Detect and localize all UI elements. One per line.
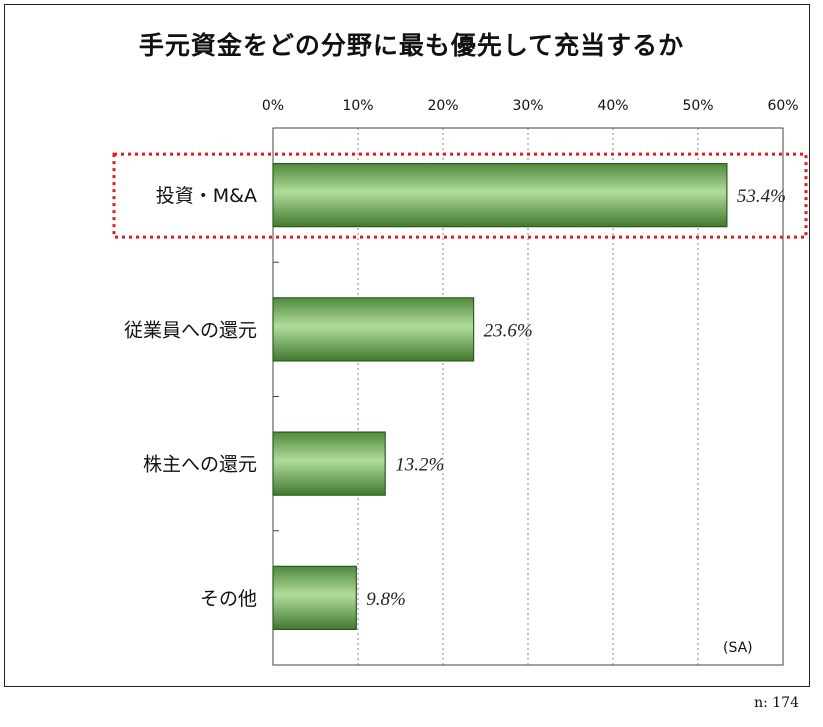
bar <box>272 431 386 496</box>
x-tick-label: 20% <box>427 98 458 114</box>
x-tick-label: 0% <box>262 98 284 114</box>
sample-type-note: (SA) <box>723 640 753 656</box>
bar <box>272 565 357 631</box>
x-tick-label: 50% <box>682 98 713 114</box>
bar <box>272 297 475 362</box>
data-label: 9.8% <box>366 589 406 610</box>
x-tick-label: 60% <box>767 98 798 114</box>
x-tick-label: 40% <box>597 98 628 114</box>
sample-size-note: n: 174 <box>754 695 799 711</box>
data-label: 13.2% <box>395 455 444 476</box>
category-label: 従業員への還元 <box>124 319 257 341</box>
x-tick-label: 10% <box>342 98 373 114</box>
highlight-box <box>112 152 808 239</box>
chart-title: 手元資金をどの分野に最も優先して充当するか <box>138 31 685 60</box>
data-label: 23.6% <box>484 320 533 341</box>
category-label: 投資・M&A <box>156 185 257 207</box>
category-label: その他 <box>200 588 257 610</box>
data-label: 53.4% <box>737 186 786 207</box>
category-label: 株主への還元 <box>143 454 257 476</box>
x-tick-label: 30% <box>512 98 543 114</box>
bar <box>272 162 728 228</box>
